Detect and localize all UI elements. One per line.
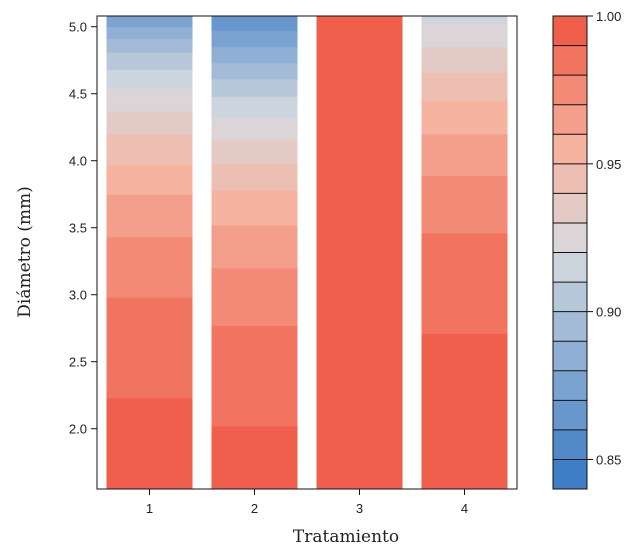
heat-band — [421, 333, 508, 490]
heat-band — [106, 111, 193, 135]
y-tick-label: 3.0 — [69, 288, 87, 303]
x-tick-label: 4 — [461, 501, 468, 516]
heat-band — [211, 190, 298, 226]
plot-frame — [96, 15, 518, 490]
heat-band — [421, 133, 508, 176]
colorbar-cell — [553, 370, 587, 401]
colorbar-cell — [553, 400, 587, 431]
heat-band — [211, 30, 298, 48]
y-axis: 2.0 2.5 3.0 3.5 4.0 4.5 5.0 — [69, 20, 97, 437]
treatment-bar-4 — [421, 16, 508, 490]
heat-band — [421, 46, 508, 73]
colorbar-cell — [553, 311, 587, 342]
heat-band — [211, 62, 298, 80]
heat-band — [211, 78, 298, 97]
heat-band — [106, 133, 193, 166]
colorbar-cell — [553, 16, 587, 46]
heat-band — [421, 72, 508, 101]
heat-band — [106, 38, 193, 53]
heat-band — [211, 46, 298, 64]
treatment-bar-1 — [106, 16, 193, 490]
colorbar-cell — [553, 459, 587, 490]
heat-band — [211, 163, 298, 191]
treatment-bar-3 — [316, 16, 403, 490]
colorbar-cell — [553, 75, 587, 105]
heat-band — [211, 426, 298, 490]
colorbar-tick-label: 0.90 — [596, 305, 621, 320]
y-tick-label: 5.0 — [69, 20, 87, 35]
y-tick-label: 2.0 — [69, 422, 87, 437]
colorbar-cell — [553, 282, 587, 312]
colorbar-cell — [553, 134, 587, 165]
heat-band — [106, 397, 193, 490]
colorbar-tick-label: 1.00 — [596, 9, 621, 24]
y-tick-label: 4.0 — [69, 154, 87, 169]
y-axis-label: Diámetro (mm) — [15, 186, 35, 317]
colorbar-cell — [553, 163, 587, 194]
treatment-bar-2 — [211, 16, 298, 490]
heat-band — [106, 194, 193, 238]
heat-band — [106, 16, 193, 28]
colorbar-cell — [553, 341, 587, 372]
x-tick-label: 3 — [356, 501, 363, 516]
heat-band — [106, 88, 193, 112]
y-tick-label: 3.5 — [69, 221, 87, 236]
heat-band — [106, 164, 193, 195]
heat-band — [211, 225, 298, 269]
heat-band — [421, 175, 508, 234]
colorbar-tick-label: 0.95 — [596, 157, 621, 172]
colorbar-tick-label: 0.85 — [596, 452, 621, 467]
x-tick-label: 1 — [146, 501, 153, 516]
x-axis: 1 2 3 4 — [146, 489, 468, 516]
heat-band — [211, 139, 298, 164]
heat-band — [421, 24, 508, 48]
heat-band — [106, 297, 193, 399]
heat-band — [211, 16, 298, 32]
colorbar-cell — [553, 104, 587, 135]
heat-band — [106, 69, 193, 89]
heat-band — [106, 52, 193, 70]
bars-layer — [106, 16, 508, 490]
x-axis-label: Tratamiento — [293, 527, 399, 547]
x-tick-label: 2 — [251, 501, 258, 516]
heat-band — [211, 325, 298, 427]
heat-band — [316, 16, 403, 490]
heat-band — [211, 96, 298, 119]
colorbar-cell — [553, 429, 587, 460]
heat-band — [211, 267, 298, 326]
heat-band — [211, 117, 298, 140]
heat-band — [106, 26, 193, 40]
colorbar-cell — [553, 193, 587, 224]
colorbar: 0.85 0.90 0.95 1.00 — [552, 9, 621, 490]
heat-band — [421, 233, 508, 334]
colorbar-cell — [553, 252, 587, 283]
colorbar-cell — [553, 45, 587, 76]
heat-band — [106, 237, 193, 298]
y-tick-label: 2.5 — [69, 355, 87, 370]
y-tick-label: 4.5 — [69, 87, 87, 102]
colorbar-frame — [552, 15, 588, 490]
colorbar-cell — [553, 222, 587, 253]
heat-band — [421, 100, 508, 135]
heat-band — [421, 16, 508, 25]
